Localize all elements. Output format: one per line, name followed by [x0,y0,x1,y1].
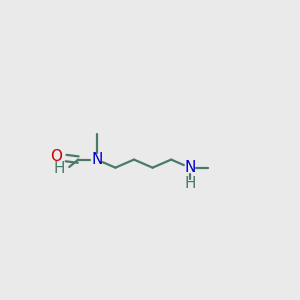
Text: O: O [50,149,62,164]
Text: N: N [91,152,103,167]
Text: N: N [184,160,196,175]
Text: H: H [54,161,65,176]
Text: H: H [184,176,196,191]
